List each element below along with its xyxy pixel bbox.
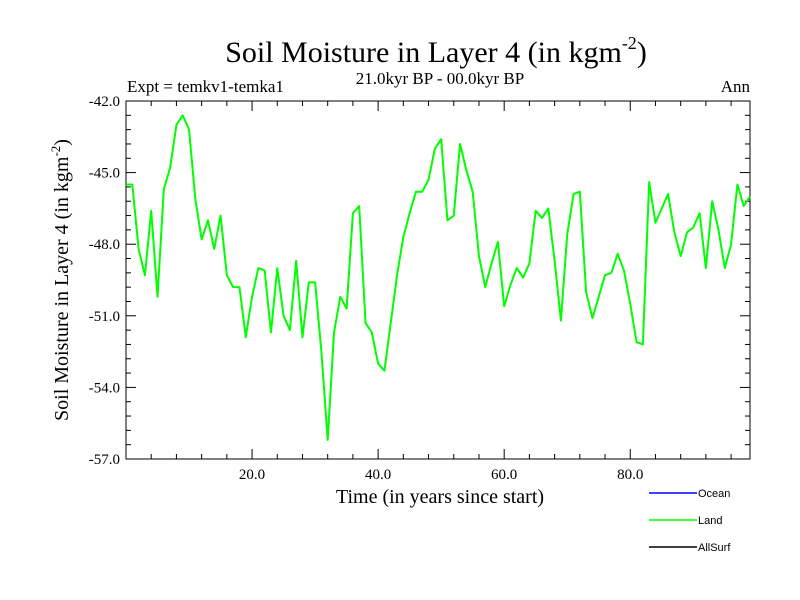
axis-ticks: 20.0 40.0 60.0 80.0 -57.0 -54.0 -51.0 -48.0 -45.… xyxy=(89,94,750,483)
y-tick-label: -48.0 xyxy=(89,237,120,253)
legend-label-land: Land xyxy=(698,515,722,527)
plot-frame xyxy=(125,100,751,460)
x-tick-label: 20.0 xyxy=(239,467,265,483)
chart-title: Soil Moisture in Layer 4 (in kgm-2) xyxy=(225,33,647,69)
x-tick-label: 80.0 xyxy=(617,467,643,483)
y-axis-label: Soil Moisture in Layer 4 (in kgm-2) xyxy=(48,139,73,421)
legend-label-allsurf: AllSurf xyxy=(698,542,731,554)
y-tick-label: -42.0 xyxy=(89,94,120,110)
chart-subtitle-left: Expt = temkv1-temka1 xyxy=(127,77,284,96)
series-line-land xyxy=(126,114,751,441)
data-lines xyxy=(126,114,751,441)
y-tick-label: -57.0 xyxy=(89,452,120,468)
y-tick-label: -45.0 xyxy=(89,166,120,182)
chart-subtitle-right: Ann xyxy=(721,77,751,96)
x-tick-label: 60.0 xyxy=(491,467,517,483)
chart-subtitle-center: 21.0kyr BP - 00.0kyr BP xyxy=(356,69,524,88)
x-axis-label: Time (in years since start) xyxy=(336,486,544,508)
y-tick-label: -54.0 xyxy=(89,380,120,396)
x-tick-label: 40.0 xyxy=(365,467,391,483)
legend-label-ocean: Ocean xyxy=(698,488,730,500)
legend: Ocean Land AllSurf xyxy=(649,488,731,554)
y-tick-label: -51.0 xyxy=(89,309,120,325)
